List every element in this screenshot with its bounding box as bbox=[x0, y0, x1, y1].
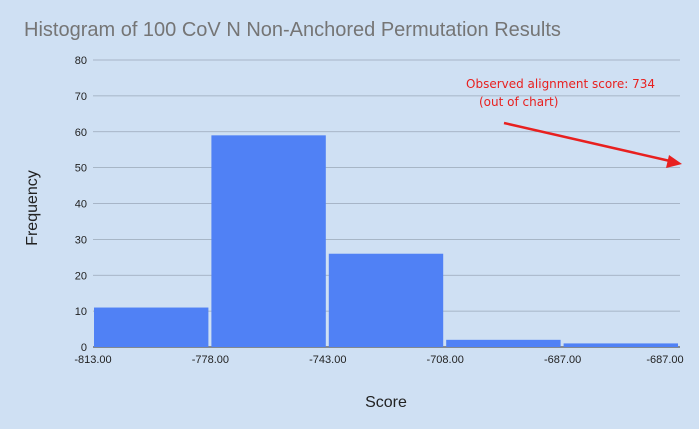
y-tick-label: 40 bbox=[75, 199, 87, 211]
x-tick-label: -708.00 bbox=[427, 354, 464, 366]
histogram-bar bbox=[446, 339, 561, 347]
y-tick-label: 0 bbox=[81, 342, 87, 354]
histogram-bar bbox=[211, 135, 326, 347]
y-tick-label: 50 bbox=[75, 163, 87, 175]
x-tick-label: -687.00 bbox=[646, 354, 683, 366]
histogram-bar bbox=[563, 343, 678, 347]
histogram-bar bbox=[328, 253, 444, 347]
y-tick-label: 20 bbox=[75, 270, 87, 282]
chart-title: Histogram of 100 CoV N Non-Anchored Perm… bbox=[24, 19, 561, 41]
x-tick-label: -743.00 bbox=[309, 354, 346, 366]
x-tick-label: -778.00 bbox=[192, 354, 229, 366]
annotation-arrow-head bbox=[666, 155, 682, 168]
annotation: Observed alignment score: 734 (out of ch… bbox=[466, 77, 682, 168]
y-tick-labels: 0 10 20 30 40 50 60 70 80 bbox=[75, 55, 87, 354]
y-tick-label: 30 bbox=[75, 234, 87, 246]
annotation-line-1: Observed alignment score: 734 bbox=[466, 77, 655, 91]
y-axis-title: Frequency bbox=[24, 170, 41, 246]
y-tick-label: 70 bbox=[75, 91, 87, 103]
histogram-bar bbox=[94, 307, 209, 347]
annotation-line-2: (out of chart) bbox=[479, 95, 558, 109]
x-tick-labels: -813.00 -778.00 -743.00 -708.00 -687.00 -687.… bbox=[74, 354, 683, 366]
y-tick-label: 60 bbox=[75, 127, 87, 139]
y-tick-label: 10 bbox=[75, 306, 87, 318]
x-tick-label: -687.00 bbox=[544, 354, 581, 366]
x-axis-title: Score bbox=[365, 394, 407, 411]
annotation-arrow-line bbox=[503, 121, 671, 163]
y-tick-label: 80 bbox=[75, 55, 87, 67]
x-tick-label: -813.00 bbox=[74, 354, 111, 366]
bars bbox=[94, 135, 678, 347]
